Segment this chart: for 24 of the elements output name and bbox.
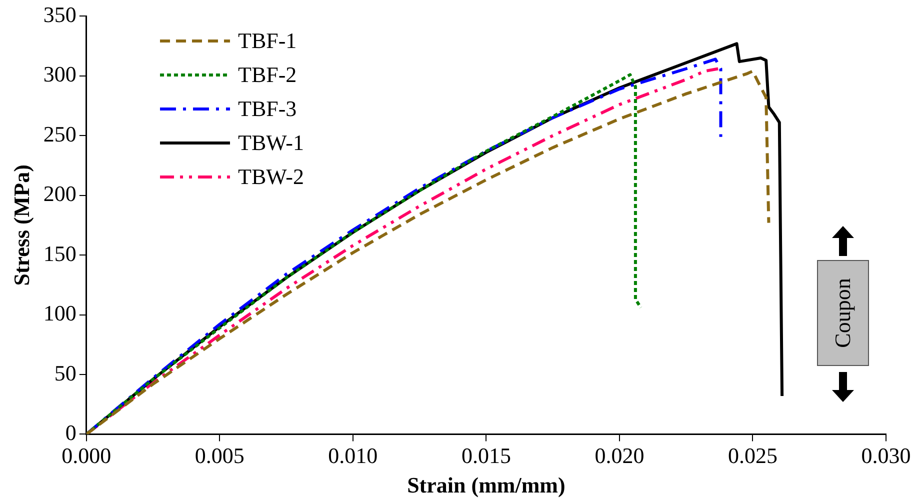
y-axis-title: Stress (MPa) — [8, 164, 34, 286]
x-tick-label: 0.025 — [728, 443, 778, 468]
legend-label: TBF-3 — [238, 95, 297, 123]
y-tick-label: 100 — [43, 300, 76, 326]
y-tick-label: 300 — [43, 62, 76, 87]
y-tick-label: 350 — [43, 2, 76, 27]
y-tick-label: 50 — [54, 360, 76, 386]
x-tick-label: 0.030 — [861, 443, 911, 468]
x-axis-title: Strain (mm/mm) — [407, 472, 566, 498]
x-tick-label: 0.015 — [461, 443, 511, 468]
x-tick-label: 0.000 — [62, 443, 112, 468]
annotation: Coupon — [830, 278, 856, 348]
legend-label: TBW-1 — [238, 129, 304, 157]
legend-label: TBW-2 — [238, 163, 304, 191]
y-tick-label: 150 — [43, 240, 76, 266]
x-tick-label: 0.020 — [594, 443, 644, 468]
coupon-diagram: Coupon — [816, 226, 870, 402]
y-tick-label: 250 — [43, 121, 76, 146]
x-tick-label: 0.005 — [194, 443, 244, 468]
legend-label: TBF-1 — [238, 27, 297, 55]
x-tick-label: 0.010 — [328, 443, 378, 468]
legend-label: TBF-2 — [238, 61, 297, 89]
y-tick-label: 0 — [65, 420, 76, 445]
y-tick-label: 200 — [43, 181, 76, 206]
